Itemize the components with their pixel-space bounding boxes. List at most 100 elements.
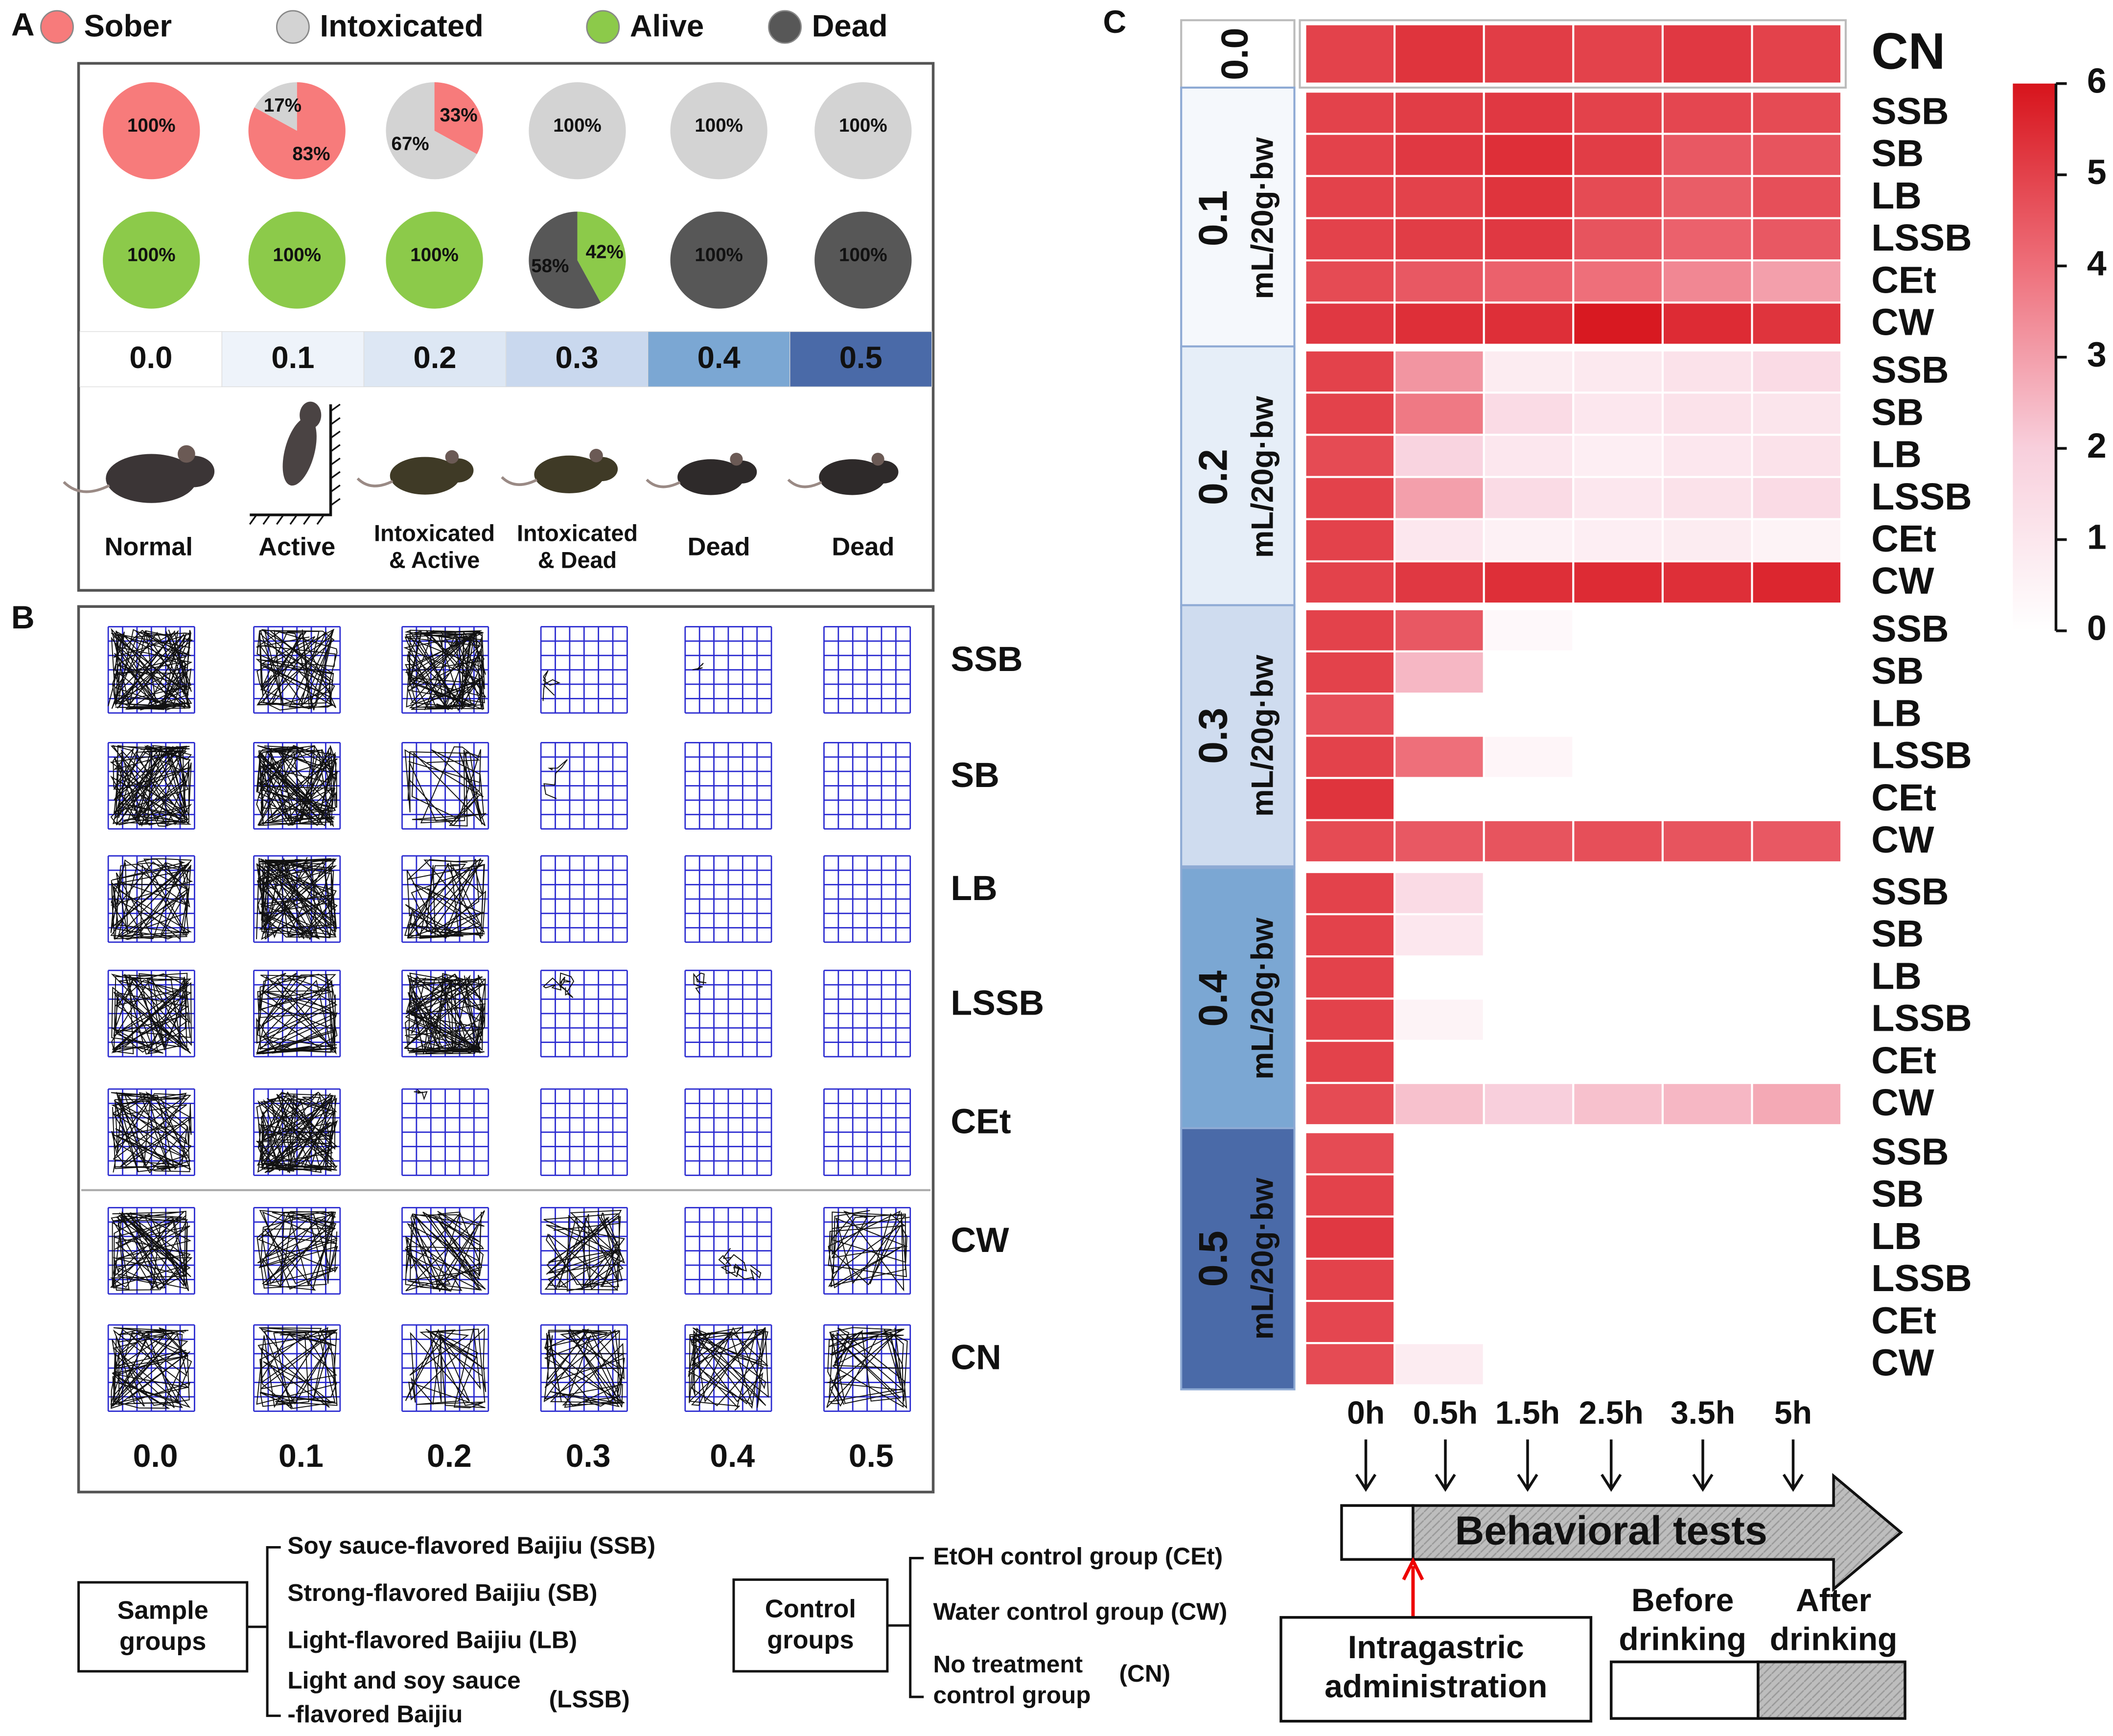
arena-grid (823, 742, 911, 830)
heat-cell (1751, 518, 1843, 563)
heat-cell (1393, 301, 1485, 346)
legend-swatch (768, 10, 802, 44)
pie-label: 100% (695, 115, 743, 136)
heat-cell (1751, 434, 1843, 478)
heat-cell (1572, 476, 1664, 520)
colorbar-tick-label: 3 (2087, 335, 2107, 374)
dose-label: 0.2 (427, 1438, 472, 1474)
mouse-tail (356, 477, 394, 487)
group-dose: 0.0 (1214, 28, 1256, 80)
heat-cell (1393, 913, 1485, 958)
pie-label: 17% (264, 95, 302, 116)
heat-cell (1483, 392, 1575, 436)
legend-swatch (276, 10, 310, 44)
dose-cell (79, 331, 223, 388)
mouse-head (172, 456, 215, 487)
row-label: CEt (1871, 259, 1936, 301)
row-label: CEt (1871, 777, 1936, 819)
heat-cell (1661, 392, 1753, 436)
arena-grid (684, 855, 772, 943)
heat-cell (1483, 91, 1575, 135)
heat-cell (1304, 301, 1396, 346)
heat-cell (1483, 349, 1575, 394)
arena-grid (684, 970, 772, 1058)
pie-slice (670, 82, 767, 180)
panel-a-frame (77, 62, 935, 592)
arena-grid (823, 970, 911, 1058)
pie-label: 100% (273, 244, 321, 265)
time-arrow (1355, 1439, 1377, 1492)
heat-cell (1572, 217, 1664, 262)
legend-label: Intoxicated (320, 9, 484, 44)
test-arrow (1412, 1473, 1904, 1592)
hatch (289, 514, 298, 525)
track (403, 629, 487, 711)
time-label: 3.5h (1671, 1395, 1735, 1431)
heat-cell (1304, 1131, 1396, 1176)
row-label: LSSB (951, 983, 1044, 1022)
heat-cell (1572, 301, 1664, 346)
legend-item: control group (933, 1681, 1091, 1709)
legend-abbr: (LSSB) (549, 1685, 630, 1713)
track (256, 1327, 339, 1410)
injection-label: Intragastric (1348, 1629, 1524, 1666)
heat-cell (1304, 735, 1396, 779)
row-label: SB (951, 756, 999, 795)
row-label: SB (1871, 913, 1924, 955)
arena-grid (684, 1088, 772, 1176)
track (111, 972, 192, 1055)
heat-cell (1393, 175, 1485, 219)
heat-cell (1304, 91, 1396, 135)
legend-item: Light-flavored Baijiu (LB) (287, 1626, 577, 1653)
after-swatch (1757, 1660, 1906, 1720)
legend-item: No treatment (933, 1650, 1083, 1678)
pie-slice (814, 82, 912, 180)
legend-title: groups (767, 1626, 854, 1654)
hatch (330, 471, 341, 479)
heat-cell (1661, 91, 1753, 135)
row-label: CEt (1871, 1299, 1936, 1342)
arena-grid (684, 742, 772, 830)
heat-cell (1751, 23, 1843, 85)
row-label: LB (1871, 1215, 1922, 1257)
group-dose: 0.2 (1190, 449, 1236, 505)
hatch (330, 457, 341, 466)
heat-cell (1393, 217, 1485, 262)
arena-grid (540, 1088, 628, 1176)
animal-state: Intoxicated (517, 521, 638, 546)
row-label: LSSB (1871, 997, 1972, 1040)
mouse-head (300, 401, 322, 429)
dose-cell (363, 331, 507, 388)
track (256, 856, 338, 940)
heat-cell (1393, 476, 1485, 520)
heat-cell (1304, 1299, 1396, 1344)
heat-cell (1572, 259, 1664, 304)
heat-cell (1304, 23, 1396, 85)
heat-cell (1572, 392, 1664, 436)
heat-cell (1304, 819, 1396, 863)
heat-cell (1751, 301, 1843, 346)
dose-cell (647, 331, 790, 388)
heat-cell (1751, 1082, 1843, 1127)
heat-cell (1661, 133, 1753, 177)
hatch (330, 417, 341, 425)
legend-item: Soy sauce-flavored Baijiu (SSB) (287, 1532, 655, 1559)
track (405, 1210, 486, 1293)
legend-item: Water control group (CW) (933, 1597, 1228, 1625)
heat-cell (1483, 560, 1575, 605)
row-label: LSSB (1871, 1257, 1972, 1299)
time-arrow (1435, 1439, 1456, 1492)
arena-grid (540, 626, 628, 714)
track (543, 972, 575, 998)
track (110, 1327, 192, 1409)
mouse-head (585, 457, 618, 482)
heat-cell (1304, 1173, 1396, 1218)
heat-cell (1393, 392, 1485, 436)
dose-label: 0.3 (566, 1438, 611, 1474)
row-label: CW (951, 1221, 1009, 1260)
legend-swatch (586, 10, 620, 44)
row-label: SSB (1871, 871, 1949, 913)
row-label: SSB (1871, 608, 1949, 650)
panel-b-frame (77, 605, 935, 1494)
track (405, 1327, 487, 1409)
